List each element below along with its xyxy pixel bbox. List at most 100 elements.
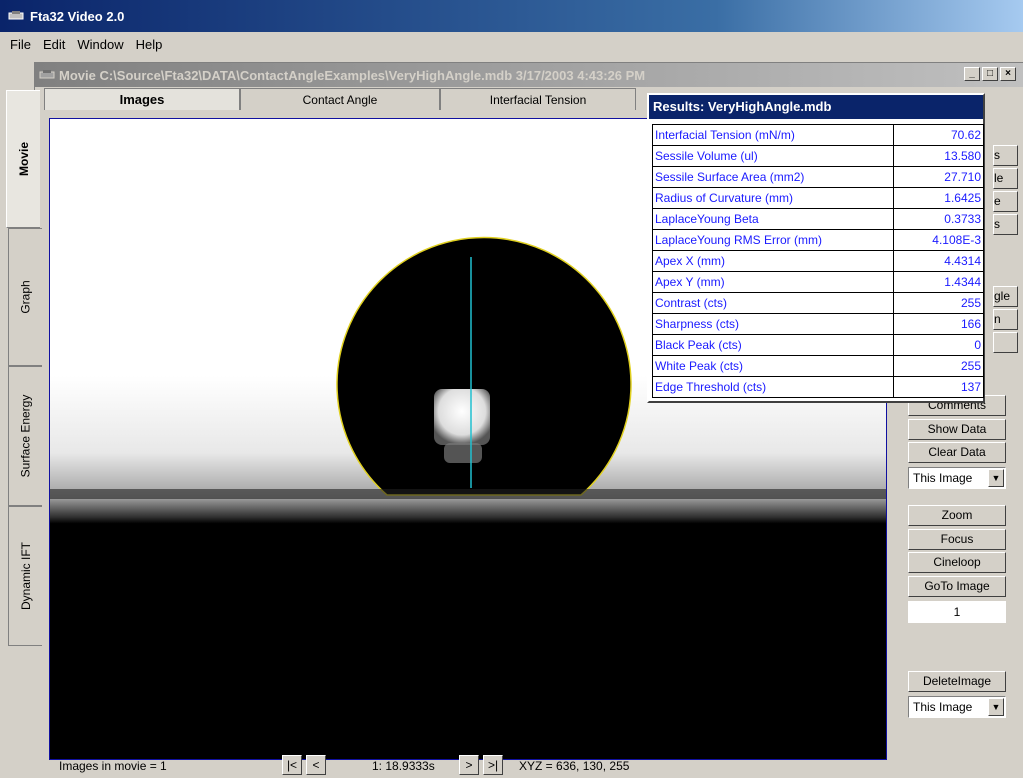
- hidden-button-4[interactable]: s: [993, 214, 1018, 235]
- tab-surface-energy[interactable]: Surface Energy: [8, 366, 42, 506]
- status-bar: Images in movie = 1 |< < 1: 18.9333s > >…: [49, 753, 1023, 778]
- result-label: Apex X (mm): [652, 250, 894, 272]
- tab-surface-energy-label: Surface Energy: [18, 394, 33, 478]
- results-row: Black Peak (cts) 0: [652, 334, 984, 356]
- tab-movie-label: Movie: [16, 141, 31, 177]
- data-scope-select[interactable]: This Image ▼: [908, 467, 1006, 489]
- app-title: Fta32 Video 2.0: [30, 8, 125, 24]
- chevron-down-icon[interactable]: ▼: [988, 469, 1004, 487]
- images-in-movie: Images in movie = 1: [59, 759, 167, 773]
- result-value: 166: [893, 313, 984, 335]
- result-label: Black Peak (cts): [652, 334, 894, 356]
- focus-button[interactable]: Focus: [908, 529, 1006, 550]
- menubar: File Edit Window Help: [0, 32, 1023, 56]
- close-button[interactable]: ×: [1000, 67, 1016, 81]
- hidden-button-5[interactable]: gle: [993, 286, 1018, 307]
- result-value: 0: [893, 334, 984, 356]
- chevron-down-icon[interactable]: ▼: [988, 698, 1004, 716]
- result-value: 70.62: [893, 124, 984, 146]
- tab-contact-angle[interactable]: Contact Angle: [240, 88, 440, 110]
- result-value: 1.4344: [893, 271, 984, 293]
- results-row: LaplaceYoung Beta 0.3733: [652, 208, 984, 230]
- menu-edit[interactable]: Edit: [42, 36, 66, 52]
- menu-help[interactable]: Help: [135, 36, 163, 52]
- tab-graph[interactable]: Graph: [8, 228, 42, 366]
- maximize-button[interactable]: □: [982, 67, 998, 81]
- results-title[interactable]: Results: VeryHighAngle.mdb: [649, 95, 983, 119]
- delete-scope-value: This Image: [913, 700, 973, 714]
- image-number-field[interactable]: 1: [908, 601, 1006, 623]
- movie-window-titlebar[interactable]: Movie C:\Source\Fta32\DATA\ContactAngleE…: [35, 63, 1023, 87]
- movie-window-icon: [39, 69, 55, 81]
- results-row: Sessile Volume (ul) 13.580: [652, 145, 984, 167]
- last-image-button[interactable]: >|: [483, 755, 503, 775]
- hidden-button-6[interactable]: n: [993, 309, 1018, 330]
- tab-images[interactable]: Images: [44, 88, 240, 110]
- hidden-button-3[interactable]: e: [993, 191, 1018, 212]
- right-panel: s le e s gle n Comments Show Data Clear …: [893, 118, 1023, 743]
- result-label: Interfacial Tension (mN/m): [652, 124, 894, 146]
- delete-scope-select[interactable]: This Image ▼: [908, 696, 1006, 718]
- app-icon: [8, 10, 24, 22]
- results-row: Contrast (cts) 255: [652, 292, 984, 314]
- show-data-button[interactable]: Show Data: [908, 419, 1006, 440]
- goto-image-button[interactable]: GoTo Image: [908, 576, 1006, 597]
- zoom-button[interactable]: Zoom: [908, 505, 1006, 526]
- results-row: LaplaceYoung RMS Error (mm) 4.108E-3: [652, 229, 984, 251]
- results-row: Apex Y (mm) 1.4344: [652, 271, 984, 293]
- result-value: 255: [893, 355, 984, 377]
- baseline-shadow: [50, 489, 886, 499]
- result-label: Contrast (cts): [652, 292, 894, 314]
- data-scope-value: This Image: [913, 471, 973, 485]
- results-row: Radius of Curvature (mm) 1.6425: [652, 187, 984, 209]
- hidden-button-2[interactable]: le: [993, 168, 1018, 189]
- result-value: 27.710: [893, 166, 984, 188]
- result-value: 0.3733: [893, 208, 984, 230]
- xyz-readout: XYZ = 636, 130, 255: [519, 759, 630, 773]
- top-tabs: Images Contact Angle Interfacial Tension: [44, 88, 636, 112]
- results-row: Interfacial Tension (mN/m) 70.62: [652, 124, 984, 146]
- hidden-button-7[interactable]: [993, 332, 1018, 353]
- result-value: 4.108E-3: [893, 229, 984, 251]
- results-row: Sessile Surface Area (mm2) 27.710: [652, 166, 984, 188]
- delete-image-button[interactable]: DeleteImage: [908, 671, 1006, 692]
- result-value: 255: [893, 292, 984, 314]
- result-label: Radius of Curvature (mm): [652, 187, 894, 209]
- cineloop-button[interactable]: Cineloop: [908, 552, 1006, 573]
- clear-data-button[interactable]: Clear Data: [908, 442, 1006, 463]
- results-row: White Peak (cts) 255: [652, 355, 984, 377]
- result-value: 13.580: [893, 145, 984, 167]
- minimize-button[interactable]: _: [964, 67, 980, 81]
- result-label: Sessile Volume (ul): [652, 145, 894, 167]
- result-value: 137: [893, 376, 984, 398]
- movie-window-title: Movie C:\Source\Fta32\DATA\ContactAngleE…: [59, 67, 646, 83]
- result-label: Apex Y (mm): [652, 271, 894, 293]
- result-label: White Peak (cts): [652, 355, 894, 377]
- results-window[interactable]: Results: VeryHighAngle.mdb Interfacial T…: [647, 93, 985, 403]
- drop-reflection-lower: [444, 443, 482, 463]
- result-label: LaplaceYoung RMS Error (mm): [652, 229, 894, 251]
- results-row: Sharpness (cts) 166: [652, 313, 984, 335]
- results-row: Apex X (mm) 4.4314: [652, 250, 984, 272]
- frame-time: 1: 18.9333s: [372, 759, 435, 773]
- tab-interfacial-tension[interactable]: Interfacial Tension: [440, 88, 636, 110]
- app-titlebar[interactable]: Fta32 Video 2.0: [0, 0, 1023, 32]
- previous-image-button[interactable]: <: [306, 755, 326, 775]
- result-label: LaplaceYoung Beta: [652, 208, 894, 230]
- menu-window[interactable]: Window: [77, 36, 124, 52]
- result-value: 1.6425: [893, 187, 984, 209]
- tab-movie[interactable]: Movie: [6, 90, 40, 228]
- result-value: 4.4314: [893, 250, 984, 272]
- drop-reflection: [434, 389, 490, 445]
- results-row: Edge Threshold (cts) 137: [652, 376, 984, 398]
- result-label: Edge Threshold (cts): [652, 376, 894, 398]
- tab-dynamic-ift-label: Dynamic IFT: [18, 541, 33, 611]
- left-tabs: Movie Graph Surface Energy Dynamic IFT: [0, 90, 42, 778]
- menu-file[interactable]: File: [10, 36, 31, 52]
- next-image-button[interactable]: >: [459, 755, 479, 775]
- tab-dynamic-ift[interactable]: Dynamic IFT: [8, 506, 42, 646]
- tab-graph-label: Graph: [18, 280, 33, 314]
- result-label: Sessile Surface Area (mm2): [652, 166, 894, 188]
- hidden-button-1[interactable]: s: [993, 145, 1018, 166]
- first-image-button[interactable]: |<: [282, 755, 302, 775]
